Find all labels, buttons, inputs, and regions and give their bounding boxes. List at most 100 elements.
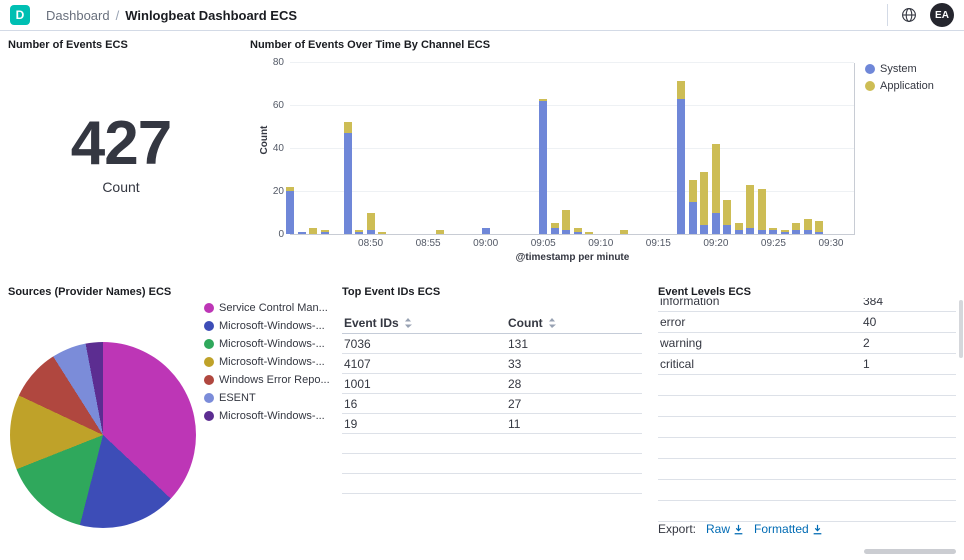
bar-segment-system[interactable]: [539, 100, 548, 234]
bar-segment-application[interactable]: [711, 143, 720, 213]
legend-item-system[interactable]: System: [865, 63, 955, 75]
bar-segment-application[interactable]: [435, 229, 444, 234]
horizontal-scrollbar[interactable]: [864, 549, 956, 554]
bar-segment-system[interactable]: [688, 201, 697, 234]
bar-segment-system[interactable]: [746, 227, 755, 234]
globe-icon[interactable]: [900, 6, 918, 24]
bar-segment-application[interactable]: [355, 229, 364, 232]
bar-09:27[interactable]: [792, 223, 801, 234]
column-header-count[interactable]: Count: [508, 316, 642, 330]
bar-09:12[interactable]: [619, 229, 628, 234]
bar-segment-application[interactable]: [550, 223, 559, 228]
user-avatar[interactable]: EA: [930, 3, 954, 27]
pie-legend-item-4[interactable]: Windows Error Repo...: [204, 374, 330, 386]
bar-segment-application[interactable]: [573, 227, 582, 232]
bar-segment-application[interactable]: [562, 210, 571, 230]
bar-08:49[interactable]: [355, 229, 364, 234]
bar-08:43[interactable]: [286, 186, 294, 234]
bar-09:20[interactable]: [711, 143, 720, 234]
column-header-event-ids[interactable]: Event IDs: [342, 316, 508, 330]
breadcrumb-dashboard[interactable]: Dashboard: [46, 7, 110, 23]
bar-09:23[interactable]: [746, 184, 755, 234]
bar-09:25[interactable]: [769, 227, 778, 234]
export-raw-link[interactable]: Raw: [706, 522, 744, 536]
bar-segment-system[interactable]: [769, 229, 778, 234]
bar-segment-system[interactable]: [734, 229, 743, 234]
bar-segment-system[interactable]: [677, 98, 686, 234]
pie-legend-item-0[interactable]: Service Control Man...: [204, 302, 330, 314]
bar-09:18[interactable]: [688, 180, 697, 234]
bar-09:00[interactable]: [481, 227, 490, 234]
bar-09:07[interactable]: [562, 210, 571, 234]
bar-segment-system[interactable]: [711, 212, 720, 234]
bar-09:26[interactable]: [780, 229, 789, 234]
bar-09:09[interactable]: [585, 231, 594, 234]
bar-08:50[interactable]: [366, 212, 375, 234]
bar-08:44[interactable]: [297, 231, 306, 234]
bar-segment-system[interactable]: [297, 231, 306, 234]
bar-08:56[interactable]: [435, 229, 444, 234]
pie-legend-item-5[interactable]: ESENT: [204, 392, 330, 404]
bar-segment-application[interactable]: [757, 188, 766, 230]
bar-segment-system[interactable]: [550, 227, 559, 234]
bar-segment-system[interactable]: [803, 229, 812, 234]
bar-segment-system[interactable]: [757, 229, 766, 234]
bar-segment-system[interactable]: [700, 225, 709, 234]
bar-segment-application[interactable]: [585, 231, 594, 234]
bar-segment-application[interactable]: [780, 229, 789, 232]
pie-legend-item-1[interactable]: Microsoft-Windows-...: [204, 320, 330, 332]
bar-segment-application[interactable]: [378, 231, 387, 234]
bar-segment-application[interactable]: [803, 218, 812, 230]
bar-08:45[interactable]: [309, 227, 318, 234]
bar-segment-application[interactable]: [769, 227, 778, 230]
bar-segment-application[interactable]: [286, 186, 294, 191]
bar-08:51[interactable]: [378, 231, 387, 234]
bar-09:24[interactable]: [757, 188, 766, 234]
bar-segment-application[interactable]: [700, 171, 709, 226]
bar-09:19[interactable]: [700, 171, 709, 234]
bar-segment-application[interactable]: [539, 98, 548, 101]
bar-09:21[interactable]: [723, 199, 732, 234]
bar-segment-application[interactable]: [815, 221, 824, 232]
bar-segment-system[interactable]: [792, 229, 801, 234]
bar-segment-system[interactable]: [320, 231, 329, 234]
bar-segment-application[interactable]: [734, 223, 743, 230]
bar-segment-application[interactable]: [688, 180, 697, 202]
bar-09:22[interactable]: [734, 223, 743, 234]
pie-legend-item-3[interactable]: Microsoft-Windows-...: [204, 356, 330, 368]
bar-segment-application[interactable]: [677, 81, 686, 99]
bar-09:08[interactable]: [573, 227, 582, 234]
bar-segment-application[interactable]: [792, 223, 801, 230]
bar-segment-application[interactable]: [366, 212, 375, 230]
pie-legend-item-6[interactable]: Microsoft-Windows-...: [204, 410, 330, 422]
bar-09:29[interactable]: [815, 221, 824, 234]
bar-segment-system[interactable]: [815, 231, 824, 234]
bar-segment-system[interactable]: [355, 231, 364, 234]
bar-segment-application[interactable]: [343, 122, 352, 133]
pie-chart[interactable]: [10, 342, 196, 528]
bar-segment-system[interactable]: [562, 229, 571, 234]
bar-segment-system[interactable]: [481, 227, 490, 234]
pie-legend-item-2[interactable]: Microsoft-Windows-...: [204, 338, 330, 350]
bar-09:05[interactable]: [539, 98, 548, 234]
bar-08:48[interactable]: [343, 122, 352, 234]
vertical-scrollbar[interactable]: [959, 300, 963, 358]
bar-segment-application[interactable]: [746, 184, 755, 228]
bar-segment-system[interactable]: [343, 132, 352, 234]
bar-segment-application[interactable]: [619, 229, 628, 234]
bar-09:28[interactable]: [803, 218, 812, 234]
space-avatar[interactable]: D: [10, 5, 30, 25]
bar-segment-application[interactable]: [723, 199, 732, 226]
bar-segment-application[interactable]: [309, 227, 318, 234]
bar-segment-system[interactable]: [723, 225, 732, 234]
bar-segment-system[interactable]: [286, 191, 294, 234]
export-formatted-link[interactable]: Formatted: [754, 522, 823, 536]
legend-item-application[interactable]: Application: [865, 80, 955, 92]
bar-segment-application[interactable]: [320, 229, 329, 232]
bar-segment-system[interactable]: [780, 231, 789, 234]
bar-09:06[interactable]: [550, 223, 559, 234]
bar-09:17[interactable]: [677, 81, 686, 234]
bar-segment-system[interactable]: [366, 229, 375, 234]
bar-segment-system[interactable]: [573, 231, 582, 234]
bar-08:46[interactable]: [320, 229, 329, 234]
